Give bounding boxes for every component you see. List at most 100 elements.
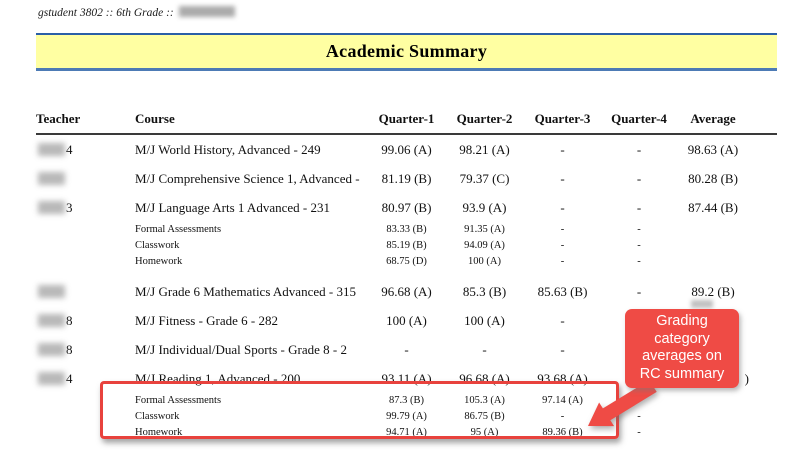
- grade-cell-q4: -: [637, 256, 641, 268]
- redacted-teacher-name: [38, 200, 65, 214]
- teacher-digit: 4: [66, 370, 73, 386]
- grade-cell-q2: 100 (A): [468, 256, 501, 268]
- col-header-quarter-1: Quarter-1: [368, 105, 445, 135]
- redacted-teacher-name: [38, 313, 65, 327]
- course-cell: M/J Individual/Dual Sports - Grade 8 - 2: [135, 341, 347, 357]
- grade-cell-q3: -: [560, 170, 565, 186]
- grade-cell-q3: 85.63 (B): [537, 283, 588, 299]
- grade-cell-q1: -: [404, 341, 409, 357]
- col-header-quarter-3: Quarter-3: [524, 105, 601, 135]
- col-header-teacher: Teacher: [36, 105, 135, 135]
- table-row: M/J Grade 6 Mathematics Advanced - 315 9…: [36, 270, 777, 306]
- title-banner: Academic Summary: [36, 33, 777, 71]
- grade-cell-q1: 99.06 (A): [381, 141, 432, 157]
- grade-cell-average: [677, 238, 777, 254]
- student-header: gstudent 3802 :: 6th Grade ::: [38, 6, 235, 19]
- grade-cell-q2: 86.75 (B): [464, 411, 505, 423]
- course-cell: Homework: [135, 256, 183, 268]
- grade-cell-q1: 100 (A): [386, 312, 427, 328]
- teacher-digit: 8: [66, 341, 73, 357]
- redacted-teacher-name: [38, 142, 65, 156]
- course-cell: M/J Language Arts 1 Advanced - 231: [135, 199, 330, 215]
- grade-cell-q4: -: [637, 224, 641, 236]
- redacted-teacher-name: [38, 371, 65, 385]
- grade-cell-q1: 83.33 (B): [386, 224, 427, 236]
- table-row: 3 M/J Language Arts 1 Advanced - 231 80.…: [36, 193, 777, 222]
- annotation-line-1: Grading: [656, 313, 708, 329]
- annotation-line-3: averages on: [642, 348, 722, 364]
- grade-cell-q2: -: [482, 341, 487, 357]
- course-cell: Formal Assessments: [135, 224, 222, 236]
- table-row: 8 M/J Individual/Dual Sports - Grade 8 -…: [36, 335, 777, 364]
- grade-cell-q3: -: [560, 312, 565, 328]
- grade-cell-q3: -: [560, 256, 565, 268]
- col-header-quarter-4: Quarter-4: [601, 105, 677, 135]
- grade-cell-q2: 79.37 (C): [459, 170, 510, 186]
- annotation-callout: Grading category averages on RC summary: [625, 309, 739, 388]
- teacher-cell: 8: [36, 335, 135, 364]
- annotation-arrow-icon: [588, 380, 657, 427]
- grade-cell-q2: 105.3 (A): [464, 395, 505, 407]
- course-cell: M/J Comprehensive Science 1, Advanced -: [135, 170, 360, 186]
- page-title: Academic Summary: [325, 41, 488, 61]
- table-row: Formal Assessments 83.33 (B) 91.35 (A) -…: [36, 222, 777, 238]
- grades-table-header: Teacher Course Quarter-1 Quarter-2 Quart…: [36, 105, 777, 135]
- teacher-cell: 3: [36, 193, 135, 222]
- teacher-digit: 4: [66, 141, 73, 157]
- grade-cell-q1: 87.3 (B): [389, 395, 424, 407]
- grade-cell-q4: -: [637, 240, 641, 252]
- teacher-cell: [36, 164, 135, 193]
- grades-table: Teacher Course Quarter-1 Quarter-2 Quart…: [36, 105, 777, 441]
- grade-cell-average: [677, 409, 777, 425]
- grade-cell-q2: 85.3 (B): [462, 283, 507, 299]
- grade-cell-q3: -: [560, 199, 565, 215]
- grade-cell-q1: 94.71 (A): [386, 427, 427, 439]
- course-cell: Homework: [135, 427, 183, 439]
- grade-cell-q3: -: [560, 240, 565, 252]
- grade-cell-q3: 89.36 (B): [542, 427, 583, 439]
- grade-cell-q1: 96.68 (A): [381, 283, 432, 299]
- grade-cell-average: [677, 393, 777, 409]
- grade-cell-q2: 98.21 (A): [459, 141, 510, 157]
- grade-cell-q2: 95 (A): [470, 427, 499, 439]
- grade-cell-q1: 68.75 (D): [386, 256, 427, 268]
- grade-cell-q3: -: [560, 411, 565, 423]
- table-row: Classwork 99.79 (A) 86.75 (B) - -: [36, 409, 777, 425]
- course-cell: Classwork: [135, 240, 180, 252]
- grade-cell-q4: -: [637, 411, 641, 423]
- annotation-line-4: RC summary: [639, 365, 725, 382]
- obscured-value-sliver: [691, 300, 713, 308]
- grade-cell-q4: -: [636, 199, 642, 215]
- grades-table-body: 4 M/J World History, Advanced - 249 99.0…: [36, 134, 777, 441]
- grade-cell-average: 89.2 (B): [691, 283, 735, 299]
- grade-cell-average: [677, 254, 777, 270]
- redacted-teacher-name: [38, 342, 65, 356]
- grade-cell-q2: 100 (A): [464, 312, 505, 328]
- table-row: Homework 68.75 (D) 100 (A) - -: [36, 254, 777, 270]
- grade-cell-q3: 97.14 (A): [542, 395, 583, 407]
- grade-cell-q4: -: [636, 283, 642, 299]
- teacher-cell: [36, 270, 135, 306]
- teacher-cell: 4: [36, 134, 135, 164]
- grade-cell-average: [677, 425, 777, 441]
- grade-cell-q2: 93.9 (A): [462, 199, 507, 215]
- teacher-digit: 8: [66, 312, 73, 328]
- teacher-digit: 3: [66, 199, 73, 215]
- grade-cell-q4: -: [636, 170, 642, 186]
- grade-cell-average: [677, 222, 777, 238]
- course-cell: Formal Assessments: [135, 395, 222, 407]
- course-cell: M/J Grade 6 Mathematics Advanced - 315: [135, 283, 356, 299]
- course-cell: Classwork: [135, 411, 180, 423]
- table-row: Classwork 85.19 (B) 94.09 (A) - -: [36, 238, 777, 254]
- annotation-highlight-box: [100, 381, 619, 439]
- grade-cell-q3: -: [560, 224, 565, 236]
- table-row: 4 M/J World History, Advanced - 249 99.0…: [36, 134, 777, 164]
- teacher-cell: [36, 254, 135, 270]
- teacher-cell: [36, 238, 135, 254]
- grade-cell-q1: 85.19 (B): [386, 240, 427, 252]
- col-header-course: Course: [135, 105, 368, 135]
- course-cell: M/J World History, Advanced - 249: [135, 141, 321, 157]
- grade-cell-q4: -: [637, 427, 641, 439]
- grade-cell-q2: 94.09 (A): [464, 240, 505, 252]
